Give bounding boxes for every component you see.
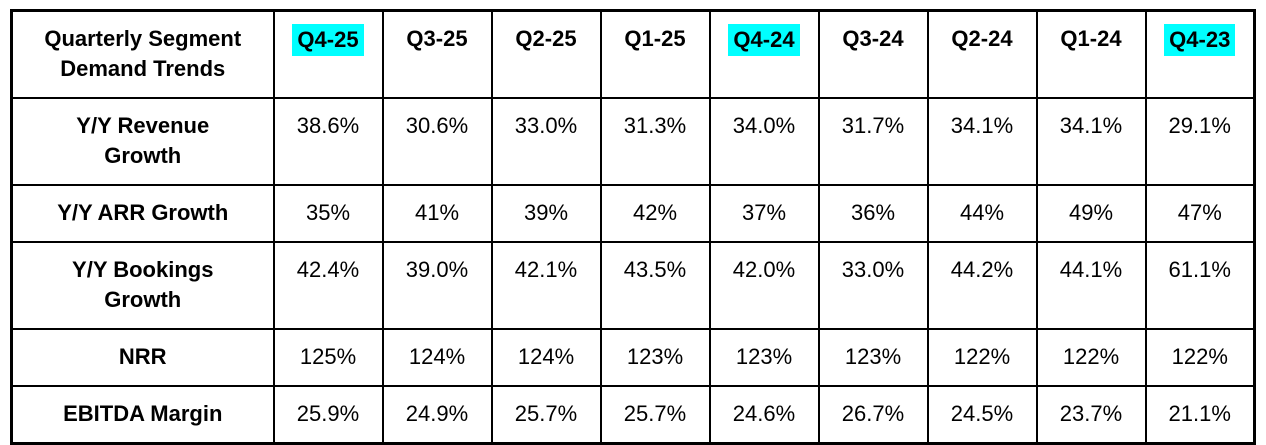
data-cell: 125% — [272, 328, 384, 387]
highlighted-quarter-label: Q4-23 — [1164, 24, 1236, 56]
data-cell: 49% — [1035, 184, 1147, 243]
column-header-q4-25: Q4-25 — [272, 9, 384, 99]
row-label: Y/Y Bookings Growth — [10, 241, 275, 330]
data-cell: 25.7% — [599, 385, 711, 445]
highlighted-quarter-label: Q4-24 — [728, 24, 800, 56]
highlighted-quarter-label: Q4-25 — [292, 24, 364, 56]
data-cell: 42.1% — [490, 241, 602, 330]
data-cell: 123% — [817, 328, 929, 387]
column-header-q3-25: Q3-25 — [381, 9, 493, 99]
column-header-q1-25: Q1-25 — [599, 9, 711, 99]
table-row: EBITDA Margin 25.9% 24.9% 25.7% 25.7% 24.6% 26… — [10, 385, 1256, 445]
data-cell: 33.0% — [490, 97, 602, 186]
data-cell: 25.7% — [490, 385, 602, 445]
data-cell: 41% — [381, 184, 493, 243]
data-cell: 122% — [926, 328, 1038, 387]
data-cell: 24.5% — [926, 385, 1038, 445]
data-cell: 31.7% — [817, 97, 929, 186]
data-cell: 123% — [599, 328, 711, 387]
quarterly-demand-trends-table: Quarterly Segment Demand Trends Q4-25 Q3-… — [10, 9, 1256, 445]
data-cell: 25.9% — [272, 385, 384, 445]
data-cell: 42.0% — [708, 241, 820, 330]
data-cell: 29.1% — [1144, 97, 1256, 186]
data-cell: 36% — [817, 184, 929, 243]
data-cell: 33.0% — [817, 241, 929, 330]
data-cell: 42.4% — [272, 241, 384, 330]
table-body: Y/Y Revenue Growth 38.6% 30.6% 33.0% 31.3% 34… — [10, 97, 1256, 445]
data-cell: 122% — [1144, 328, 1256, 387]
table-title: Quarterly Segment Demand Trends — [10, 9, 275, 99]
table-row: Y/Y ARR Growth 35% 41% 39% 42% 37% 36% 44% 49% 47… — [10, 184, 1256, 243]
row-label: Y/Y Revenue Growth — [10, 97, 275, 186]
table-row: Y/Y Revenue Growth 38.6% 30.6% 33.0% 31.3% 34… — [10, 97, 1256, 186]
data-cell: 38.6% — [272, 97, 384, 186]
table-row: NRR 125% 124% 124% 123% 123% 123% 122% 122% 122% — [10, 328, 1256, 387]
table-row: Y/Y Bookings Growth 42.4% 39.0% 42.1% 43.5% 4… — [10, 241, 1256, 330]
data-cell: 23.7% — [1035, 385, 1147, 445]
column-header-q2-25: Q2-25 — [490, 9, 602, 99]
header-row: Quarterly Segment Demand Trends Q4-25 Q3-… — [10, 9, 1256, 99]
data-cell: 34.1% — [1035, 97, 1147, 186]
column-header-q1-24: Q1-24 — [1035, 9, 1147, 99]
column-header-q3-24: Q3-24 — [817, 9, 929, 99]
data-cell: 124% — [381, 328, 493, 387]
data-cell: 44% — [926, 184, 1038, 243]
data-cell: 24.9% — [381, 385, 493, 445]
data-cell: 44.2% — [926, 241, 1038, 330]
data-cell: 30.6% — [381, 97, 493, 186]
data-cell: 34.1% — [926, 97, 1038, 186]
data-cell: 31.3% — [599, 97, 711, 186]
data-cell: 122% — [1035, 328, 1147, 387]
data-cell: 47% — [1144, 184, 1256, 243]
data-cell: 61.1% — [1144, 241, 1256, 330]
data-cell: 39% — [490, 184, 602, 243]
data-cell: 43.5% — [599, 241, 711, 330]
data-cell: 44.1% — [1035, 241, 1147, 330]
data-cell: 39.0% — [381, 241, 493, 330]
column-header-q4-24: Q4-24 — [708, 9, 820, 99]
data-cell: 24.6% — [708, 385, 820, 445]
data-cell: 123% — [708, 328, 820, 387]
column-header-q2-24: Q2-24 — [926, 9, 1038, 99]
data-cell: 35% — [272, 184, 384, 243]
row-label: Y/Y ARR Growth — [10, 184, 275, 243]
row-label: NRR — [10, 328, 275, 387]
data-cell: 37% — [708, 184, 820, 243]
data-cell: 26.7% — [817, 385, 929, 445]
data-cell: 34.0% — [708, 97, 820, 186]
data-cell: 124% — [490, 328, 602, 387]
data-cell: 42% — [599, 184, 711, 243]
column-header-q4-23: Q4-23 — [1144, 9, 1256, 99]
row-label: EBITDA Margin — [10, 385, 275, 445]
data-cell: 21.1% — [1144, 385, 1256, 445]
